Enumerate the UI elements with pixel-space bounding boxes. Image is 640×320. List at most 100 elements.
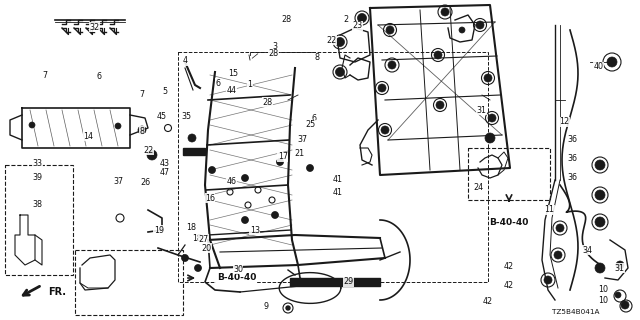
Circle shape [595, 263, 605, 273]
Circle shape [307, 164, 314, 172]
Circle shape [595, 160, 605, 170]
Text: B-40-40: B-40-40 [217, 274, 257, 283]
Text: 40: 40 [593, 62, 604, 71]
Text: 29: 29 [344, 277, 354, 286]
Text: 38: 38 [32, 200, 42, 209]
Circle shape [188, 134, 196, 142]
Circle shape [29, 122, 35, 128]
Text: 28: 28 [282, 15, 292, 24]
Circle shape [335, 68, 344, 76]
Text: 28: 28 [269, 49, 279, 58]
Circle shape [488, 114, 496, 122]
Text: 17: 17 [278, 152, 288, 161]
Text: TZ5B4B041A: TZ5B4B041A [552, 309, 600, 315]
Text: 43: 43 [160, 159, 170, 168]
Circle shape [441, 8, 449, 16]
Text: 12: 12 [559, 117, 570, 126]
Circle shape [386, 26, 394, 34]
Circle shape [271, 212, 278, 219]
Text: 39: 39 [32, 173, 42, 182]
Text: 18: 18 [186, 223, 196, 232]
Bar [5, 165, 73, 275]
Circle shape [484, 74, 492, 82]
Text: 42: 42 [483, 297, 493, 306]
Text: 28: 28 [262, 98, 273, 107]
Circle shape [485, 133, 495, 143]
Text: 22: 22 [143, 146, 154, 155]
Text: 10: 10 [598, 285, 608, 294]
Circle shape [436, 101, 444, 109]
Text: 6: 6 [215, 79, 220, 88]
Text: 46: 46 [227, 177, 237, 186]
Circle shape [138, 126, 146, 134]
Text: 5: 5 [163, 87, 168, 96]
Text: 10: 10 [598, 296, 608, 305]
Circle shape [621, 301, 629, 309]
Text: 31: 31 [476, 106, 486, 115]
Text: 36: 36 [568, 154, 578, 163]
Text: 20: 20 [201, 244, 211, 252]
Text: 16: 16 [205, 194, 215, 203]
Circle shape [241, 217, 248, 223]
Text: B-40-40: B-40-40 [490, 218, 529, 227]
Text: 1: 1 [247, 80, 252, 89]
Text: 14: 14 [83, 132, 93, 140]
Circle shape [434, 51, 442, 59]
Circle shape [115, 123, 121, 129]
Text: 3: 3 [273, 42, 278, 51]
Circle shape [388, 61, 396, 69]
Text: 13: 13 [250, 226, 260, 235]
Circle shape [544, 276, 552, 284]
Text: 42: 42 [504, 262, 514, 271]
Text: 36: 36 [568, 173, 578, 182]
Text: 9: 9 [263, 302, 268, 311]
Bar [183, 148, 205, 155]
Text: 6: 6 [97, 72, 102, 81]
Text: 24: 24 [474, 183, 484, 192]
Circle shape [276, 158, 284, 165]
Text: 36: 36 [568, 135, 578, 144]
Circle shape [335, 37, 344, 46]
Circle shape [381, 126, 389, 134]
Circle shape [195, 265, 202, 271]
Circle shape [615, 292, 621, 298]
Circle shape [358, 13, 367, 22]
Circle shape [607, 57, 617, 67]
Circle shape [286, 306, 290, 310]
Text: 41: 41 [333, 188, 343, 197]
Text: 8: 8 [140, 127, 145, 136]
Text: 25: 25 [305, 120, 316, 129]
Circle shape [209, 166, 216, 173]
Text: FR.: FR. [48, 287, 66, 297]
Text: 41: 41 [333, 175, 343, 184]
Text: 18: 18 [192, 234, 202, 243]
Circle shape [556, 224, 564, 232]
Text: 45: 45 [156, 112, 166, 121]
Text: 37: 37 [113, 177, 124, 186]
Text: 19: 19 [154, 226, 164, 235]
Text: 11: 11 [544, 205, 554, 214]
Text: 30: 30 [233, 265, 243, 274]
Text: 32: 32 [90, 23, 100, 32]
Circle shape [554, 251, 562, 259]
Circle shape [595, 217, 605, 227]
Text: 23: 23 [352, 21, 362, 30]
Text: 21: 21 [294, 149, 305, 158]
Text: 22: 22 [326, 36, 337, 44]
Circle shape [476, 21, 484, 29]
Text: 35: 35 [182, 112, 192, 121]
Bar [75, 250, 183, 315]
Text: 33: 33 [32, 159, 42, 168]
Text: 37: 37 [297, 135, 307, 144]
Circle shape [150, 153, 154, 157]
Text: 26: 26 [141, 178, 151, 187]
Text: 2: 2 [343, 15, 348, 24]
Text: 27: 27 [198, 235, 209, 244]
Text: 7: 7 [140, 90, 145, 99]
Circle shape [147, 150, 157, 160]
Text: 4: 4 [183, 56, 188, 65]
Text: 44: 44 [227, 86, 237, 95]
Bar [290, 278, 380, 286]
Circle shape [182, 254, 189, 261]
Circle shape [595, 190, 605, 200]
